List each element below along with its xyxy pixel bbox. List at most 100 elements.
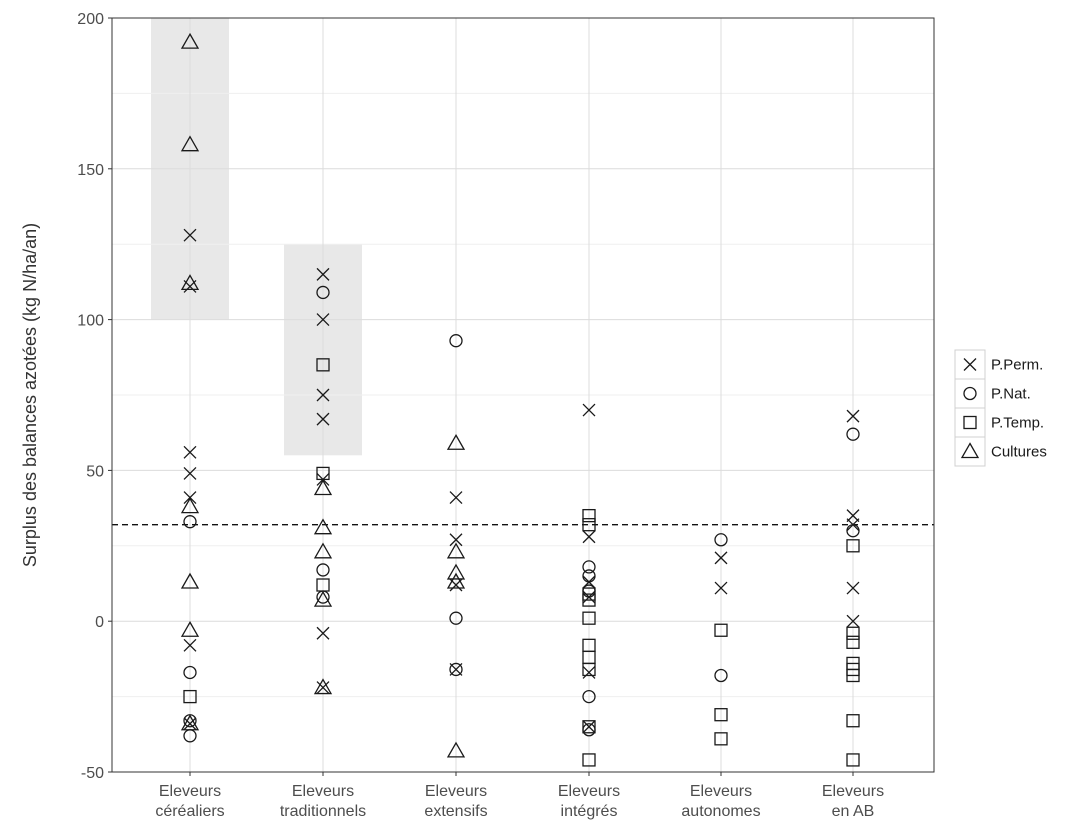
- data-point-cross: [582, 666, 596, 679]
- data-point-triangle: [180, 714, 200, 731]
- data-point-square: [316, 358, 330, 372]
- x-tick-label: Eleveurs intégrés: [558, 783, 620, 820]
- legend-key-box: [954, 436, 986, 467]
- data-point-cross: [449, 533, 463, 547]
- legend-key-box: [954, 407, 986, 438]
- y-tick-label: 200: [77, 11, 104, 28]
- data-point-triangle: [313, 542, 333, 559]
- legend-label: Cultures: [991, 444, 1047, 461]
- x-tick-label: Eleveurs traditionnels: [280, 783, 366, 820]
- data-point-square: [846, 539, 860, 553]
- y-axis-title: Surplus des balances azotées (kg N/ha/an…: [20, 223, 40, 567]
- data-point-cross: [846, 614, 860, 628]
- data-point-square: [846, 714, 860, 728]
- legend-marker-square: [963, 415, 977, 430]
- data-point-circle: [316, 563, 330, 577]
- data-point-triangle: [446, 542, 466, 559]
- data-point-circle: [714, 668, 728, 683]
- data-point-square: [582, 593, 596, 607]
- data-points: [180, 32, 860, 767]
- data-point-square: [846, 635, 860, 649]
- data-point-circle: [449, 611, 463, 625]
- data-point-cross: [183, 466, 197, 480]
- x-tick-label: Eleveurs extensifs: [424, 783, 487, 820]
- y-tick-label: 100: [77, 313, 104, 330]
- data-point-square: [582, 753, 596, 767]
- data-point-square: [582, 611, 596, 625]
- x-tick-label: Eleveurs autonomes: [681, 783, 760, 820]
- data-point-circle: [846, 524, 860, 538]
- data-point-cross: [183, 638, 197, 652]
- data-point-triangle: [313, 479, 333, 496]
- data-point-square: [582, 662, 596, 677]
- legend-label: P.Temp.: [991, 415, 1044, 432]
- y-tick-label: 0: [95, 614, 104, 631]
- data-point-cross: [449, 491, 463, 505]
- data-point-square: [714, 623, 728, 637]
- data-point-cross: [316, 267, 330, 281]
- data-point-square: [846, 668, 860, 683]
- data-point-circle: [582, 689, 596, 704]
- data-point-circle: [183, 515, 197, 529]
- data-point-cross: [316, 313, 330, 327]
- y-tick-label: 50: [86, 463, 104, 480]
- x-tick-label: Eleveurs céréaliers: [155, 783, 224, 820]
- data-point-circle: [714, 533, 728, 547]
- legend-marker-triangle: [960, 442, 980, 459]
- x-tick-label: Eleveurs en AB: [822, 783, 884, 820]
- data-point-triangle: [313, 678, 333, 695]
- data-point-cross: [316, 388, 330, 402]
- data-point-triangle: [180, 497, 200, 514]
- data-point-triangle: [180, 32, 200, 49]
- panel-border: [111, 17, 935, 773]
- data-point-cross: [582, 403, 596, 417]
- data-point-circle: [582, 569, 596, 583]
- data-point-triangle: [313, 518, 333, 535]
- data-point-triangle: [446, 741, 466, 758]
- data-point-cross: [582, 720, 596, 734]
- data-point-triangle: [446, 433, 466, 450]
- data-point-cross: [846, 409, 860, 423]
- data-point-cross: [714, 551, 728, 565]
- data-point-circle: [846, 427, 860, 441]
- legend-marker-cross: [963, 358, 977, 371]
- data-point-cross: [846, 581, 860, 595]
- data-point-triangle: [446, 563, 466, 580]
- data-point-square: [714, 708, 728, 722]
- data-point-cross: [846, 509, 860, 523]
- y-tick-label: -50: [81, 765, 104, 782]
- data-point-circle: [449, 334, 463, 348]
- data-point-cross: [183, 717, 197, 731]
- legend: P.Perm. P.Nat. P.Temp. Cultures: [954, 349, 1047, 467]
- data-point-square: [582, 720, 596, 734]
- data-point-triangle: [180, 572, 200, 589]
- data-point-cross: [316, 412, 330, 426]
- data-point-cross: [183, 228, 197, 242]
- data-point-square: [582, 518, 596, 532]
- data-point-square: [582, 508, 596, 523]
- data-point-circle: [183, 665, 197, 680]
- data-point-triangle: [313, 590, 333, 607]
- data-point-cross: [714, 581, 728, 595]
- data-point-square: [183, 689, 197, 704]
- y-tick-label: 150: [77, 162, 104, 179]
- gridlines: [112, 17, 934, 773]
- data-point-square: [714, 732, 728, 746]
- data-point-circle: [582, 560, 596, 574]
- legend-label: P.Perm.: [991, 357, 1043, 374]
- data-point-cross: [316, 681, 330, 695]
- data-point-square: [846, 626, 860, 640]
- data-point-cross: [582, 530, 596, 544]
- y-axis: -50 0 50 100 150 200: [77, 11, 112, 782]
- data-point-cross: [183, 445, 197, 459]
- data-point-triangle: [180, 135, 200, 152]
- data-point-circle: [316, 285, 330, 300]
- legend-marker-circle: [963, 386, 977, 401]
- data-point-triangle: [180, 620, 200, 637]
- x-axis: Eleveurs céréaliers Eleveurs traditionnels E…: [155, 772, 884, 820]
- legend-key-box: [954, 378, 986, 409]
- data-point-triangle: [446, 572, 466, 589]
- legend-label: P.Nat.: [991, 386, 1031, 403]
- data-point-square: [846, 753, 860, 767]
